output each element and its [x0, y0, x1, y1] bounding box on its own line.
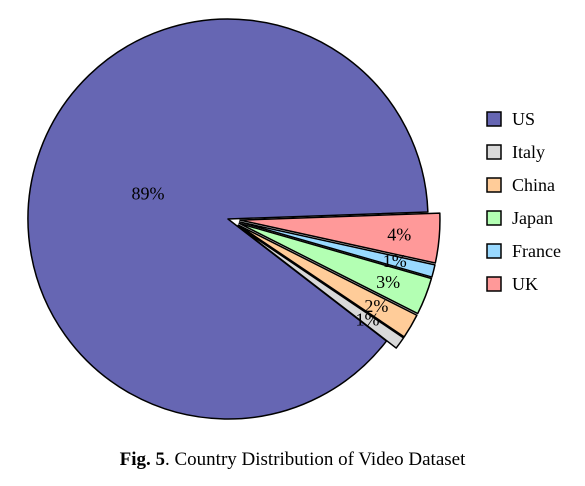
slice-label-japan: 3% [376, 272, 400, 292]
caption-text: . Country Distribution of Video Dataset [165, 449, 466, 470]
legend: US Italy China Japan France UK [486, 109, 561, 294]
legend-swatch-uk [486, 276, 502, 292]
legend-label-japan: Japan [512, 208, 553, 228]
slice-label-uk: 4% [387, 225, 411, 245]
slice-label-italy: 1% [356, 310, 380, 330]
slice-label-france: 1% [383, 251, 407, 271]
legend-swatch-us [486, 111, 502, 127]
legend-swatch-japan [486, 210, 502, 226]
pie-slice-italy [236, 225, 405, 349]
legend-swatch-italy [486, 144, 502, 160]
legend-label-italy: Italy [512, 142, 545, 162]
figure-caption: Fig. 5. Country Distribution of Video Da… [0, 449, 585, 471]
legend-label-us: US [512, 109, 535, 129]
pie-slice-france [238, 221, 436, 278]
pie-slices [27, 18, 441, 420]
pie-slice-us [27, 18, 429, 420]
pie-slice-japan [238, 222, 433, 315]
legend-swatch-china [486, 177, 502, 193]
legend-label-uk: UK [512, 274, 538, 294]
legend-label-france: France [512, 241, 561, 261]
slice-label-us: 89% [132, 183, 165, 203]
legend-label-china: China [512, 175, 555, 195]
figure-label: Fig. 5 [119, 449, 165, 470]
slice-labels: 89%1%2%3%1%4% [132, 183, 412, 329]
pie-slice-uk [239, 212, 441, 264]
slice-label-china: 2% [364, 296, 388, 316]
legend-swatch-france [486, 243, 502, 259]
pie-slice-china [237, 224, 418, 338]
